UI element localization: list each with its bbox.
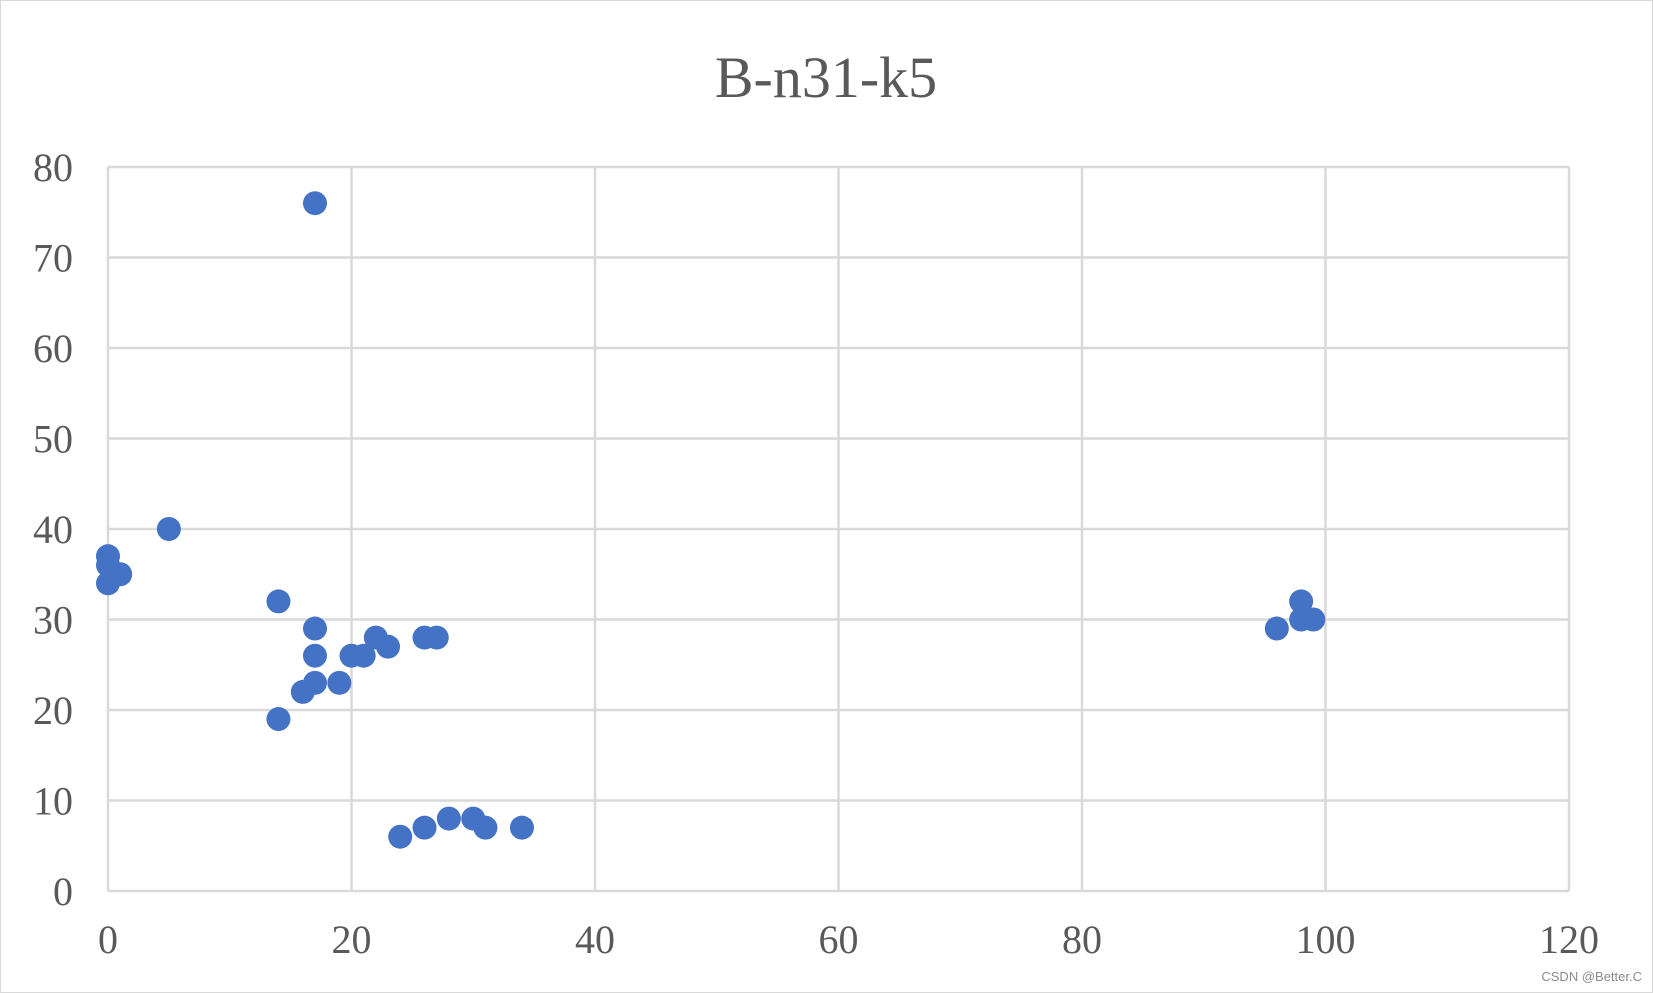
x-tick-label-100: 100 (1296, 917, 1356, 962)
data-point-0-7 (302, 616, 327, 641)
y-tick-label-0: 0 (53, 869, 73, 914)
x-tick-label-40: 40 (575, 917, 615, 962)
chart-title: B-n31-k5 (715, 45, 937, 110)
x-tick-label-80: 80 (1062, 917, 1102, 962)
x-tick-label-20: 20 (332, 917, 372, 962)
data-point-0-16 (376, 634, 401, 659)
data-point-0-1 (156, 517, 181, 541)
x-tick-label-60: 60 (819, 917, 859, 962)
y-tick-label-70: 70 (33, 236, 73, 281)
y-tick-label-20: 20 (33, 688, 73, 733)
data-point-0-11 (266, 707, 291, 732)
grid-layer (106, 165, 1571, 893)
data-point-0-23 (473, 815, 498, 840)
x-tick-label-0: 0 (98, 917, 118, 962)
y-tick-label-50: 50 (33, 417, 73, 462)
y-tick-label-80: 80 (33, 145, 73, 190)
data-point-0-28 (1301, 607, 1326, 632)
tick-labels: 0 10 20 30 40 50 60 70 80 0 20 40 60 80 100 120 (33, 145, 1599, 962)
data-point-0-26 (1289, 589, 1314, 614)
y-tick-label-30: 30 (33, 598, 73, 643)
data-point-0-24 (509, 815, 534, 840)
data-point-0-14 (351, 643, 376, 668)
data-point-0-20 (412, 815, 437, 840)
data-point-0-12 (327, 670, 352, 695)
data-point-0-8 (302, 643, 327, 668)
data-point-0-19 (388, 824, 413, 849)
data-point-0-0 (302, 191, 327, 216)
watermark-text: CSDN @Better.C (1541, 969, 1642, 984)
data-point-0-6 (266, 589, 291, 614)
data-point-0-18 (424, 625, 449, 650)
data-points (96, 191, 1326, 849)
y-tick-label-60: 60 (33, 326, 73, 371)
data-point-0-25 (1264, 616, 1289, 641)
y-tick-label-10: 10 (33, 779, 73, 824)
y-tick-label-40: 40 (33, 507, 73, 552)
data-point-0-10 (290, 679, 315, 704)
data-point-0-21 (436, 806, 461, 831)
data-point-0-5 (96, 571, 120, 596)
x-tick-label-120: 120 (1539, 917, 1599, 962)
